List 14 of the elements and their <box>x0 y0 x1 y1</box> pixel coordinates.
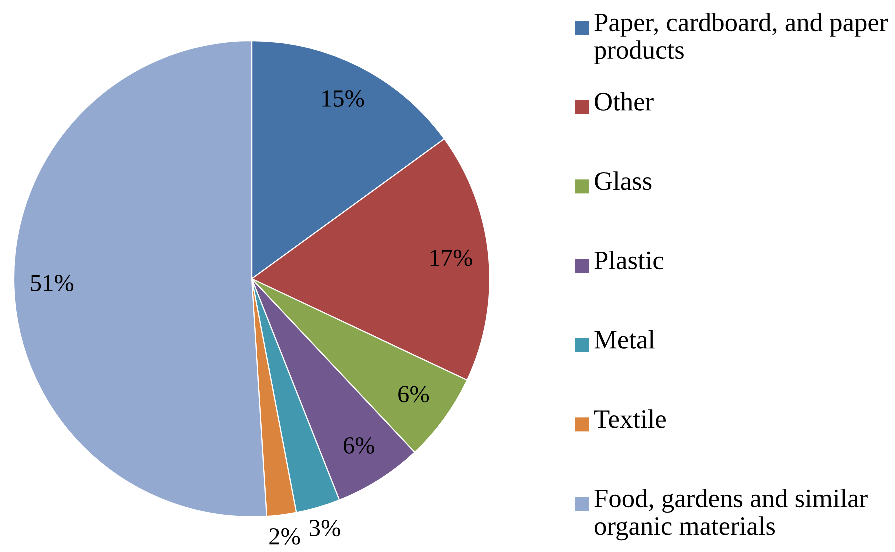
legend-label: Plastic <box>594 251 664 270</box>
data-label: 6% <box>398 386 430 403</box>
data-label: 15% <box>322 90 364 108</box>
data-label: 17% <box>430 250 472 266</box>
data-label: 51% <box>31 274 74 292</box>
data-label: 6% <box>344 437 374 454</box>
legend-label: Paper, cardboard, and paper products <box>594 13 888 65</box>
legend-label: Glass <box>595 172 652 190</box>
legend-label: Food, gardens and similar organic materials <box>594 489 868 541</box>
legend-label: Textile <box>594 410 666 428</box>
data-label: 3% <box>310 520 340 537</box>
legend-label: Metal <box>594 330 656 349</box>
legend-label: Other <box>595 92 654 111</box>
data-label: 2% <box>270 528 300 545</box>
